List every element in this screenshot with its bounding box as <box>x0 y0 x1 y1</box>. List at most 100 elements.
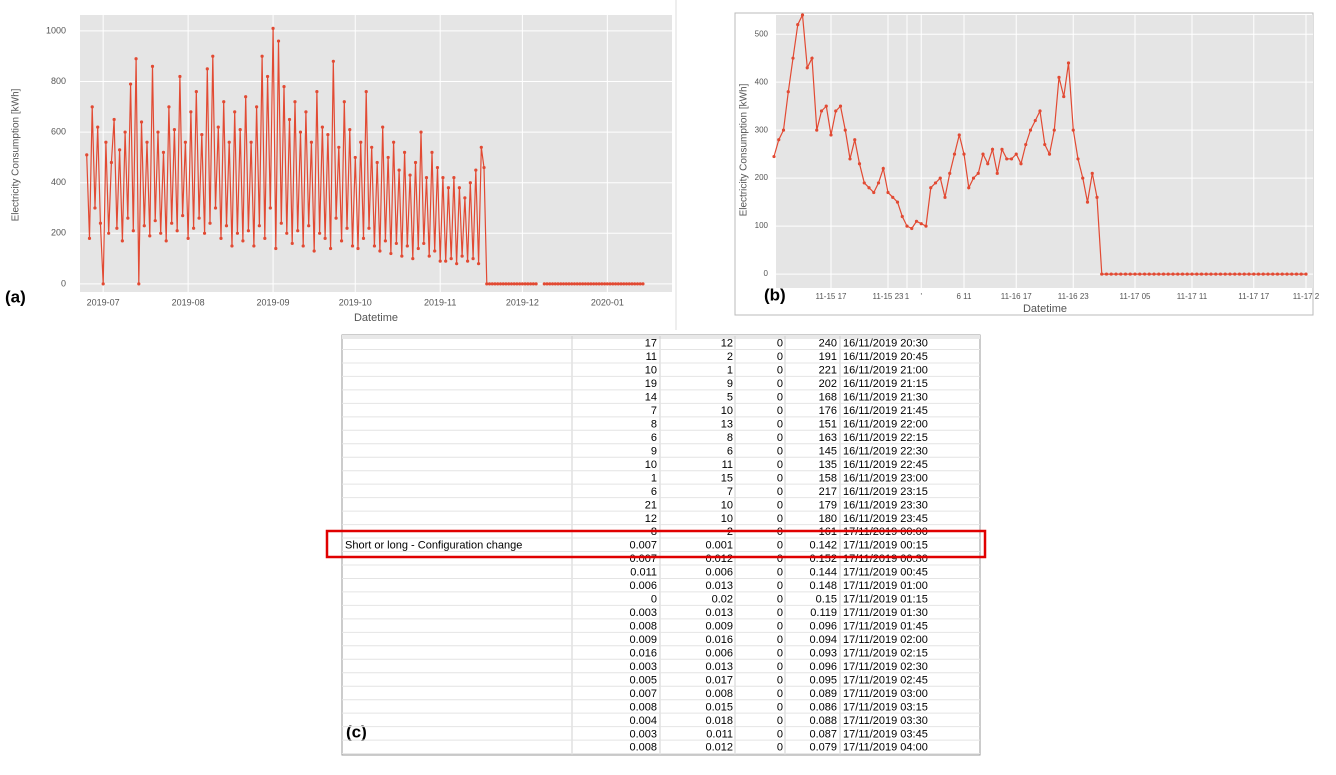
data-point <box>139 120 144 124</box>
table-cell: 10 <box>645 459 657 471</box>
data-point <box>586 282 590 286</box>
table-cell: 0.009 <box>629 634 657 646</box>
data-point <box>924 224 928 228</box>
data-point <box>1233 272 1237 276</box>
table-cell: 17 <box>645 338 657 350</box>
data-point <box>531 282 535 286</box>
data-point <box>482 165 486 170</box>
data-point <box>853 138 857 142</box>
table-cell: 0 <box>777 378 783 390</box>
table-frame <box>341 334 981 756</box>
data-point <box>534 282 538 286</box>
data-point <box>786 90 790 94</box>
data-point <box>224 224 229 228</box>
data-point <box>1109 272 1113 276</box>
data-point <box>1190 272 1194 276</box>
data-point <box>504 282 508 286</box>
data-point <box>627 282 631 286</box>
table-cell: 0.016 <box>705 634 733 646</box>
data-point <box>241 239 245 243</box>
table-cell: 2 <box>727 351 733 363</box>
table-cell: 1 <box>727 365 733 377</box>
table-header-band <box>342 335 980 339</box>
y-tick-label: 200 <box>755 173 769 182</box>
table-cell: 176 <box>819 405 837 417</box>
data-point <box>838 104 843 108</box>
data-point <box>205 67 209 71</box>
table-cell: 16/11/2019 21:15 <box>843 378 928 390</box>
data-point <box>359 140 363 144</box>
data-point <box>304 110 308 114</box>
table-cell: 0.089 <box>809 688 837 700</box>
table-cell: 0.008 <box>629 621 657 633</box>
data-point <box>895 200 900 204</box>
data-point <box>476 262 481 266</box>
table-cell: 0 <box>651 594 657 606</box>
data-point <box>137 282 141 286</box>
data-point <box>126 216 130 220</box>
data-point <box>197 216 201 220</box>
data-point <box>189 110 193 114</box>
data-point <box>485 282 489 286</box>
data-point <box>622 282 626 286</box>
table-cell: 168 <box>819 392 837 404</box>
data-point <box>564 282 568 286</box>
data-point <box>1261 272 1265 276</box>
x-axis-label: Datetime <box>354 312 398 324</box>
data-point <box>1180 272 1185 276</box>
table-cell: 0 <box>777 728 783 740</box>
table-cell: 0 <box>777 365 783 377</box>
data-point <box>463 196 467 200</box>
data-point <box>1152 272 1156 276</box>
data-point <box>772 154 776 159</box>
data-point <box>515 282 519 286</box>
table-cell: 16/11/2019 22:15 <box>843 432 928 444</box>
data-point <box>471 257 475 261</box>
table-cell: 0 <box>777 418 783 430</box>
table-cell: 0 <box>777 634 783 646</box>
data-point <box>118 148 122 152</box>
data-point <box>460 254 464 258</box>
data-point <box>93 206 97 210</box>
data-point <box>208 221 212 225</box>
table-cell: 17/11/2019 03:30 <box>843 715 928 727</box>
table-cell: 0.013 <box>705 580 733 592</box>
data-point <box>976 171 980 175</box>
data-point <box>914 219 919 223</box>
data-point <box>296 229 300 233</box>
x-tick-label: 2019-09 <box>257 297 290 307</box>
y-axis-label: Electricity Consumption [kWh] <box>11 88 22 221</box>
table-cell: 12 <box>645 513 657 525</box>
data-point <box>452 176 456 180</box>
data-point <box>611 282 615 286</box>
data-point <box>638 282 642 286</box>
data-point <box>633 282 637 286</box>
table-cell: 0.093 <box>809 647 837 659</box>
data-point <box>819 109 824 113</box>
table-cell: 17/11/2019 03:45 <box>843 728 928 740</box>
panel-label: (b) <box>764 285 786 304</box>
data-point <box>796 22 800 27</box>
table-cell: 179 <box>819 499 837 511</box>
data-point <box>824 104 828 108</box>
data-point <box>1019 162 1023 166</box>
table-cell: 202 <box>819 378 837 390</box>
data-point <box>339 239 344 243</box>
data-point <box>493 282 497 286</box>
table-cell: 16/11/2019 21:45 <box>843 405 928 417</box>
table-cell: 0.011 <box>630 567 657 579</box>
data-point <box>156 130 160 134</box>
data-point <box>255 105 259 109</box>
data-point <box>559 282 563 286</box>
table-cell: 9 <box>651 445 657 457</box>
data-point <box>265 74 270 79</box>
data-point <box>550 282 555 286</box>
data-point <box>331 59 335 63</box>
table-cell: 7 <box>651 405 657 417</box>
data-point <box>389 251 393 256</box>
data-point <box>290 241 294 246</box>
table-cell: 221 <box>819 365 837 377</box>
data-point <box>1252 272 1256 276</box>
data-point <box>109 160 113 165</box>
data-point <box>592 282 596 286</box>
